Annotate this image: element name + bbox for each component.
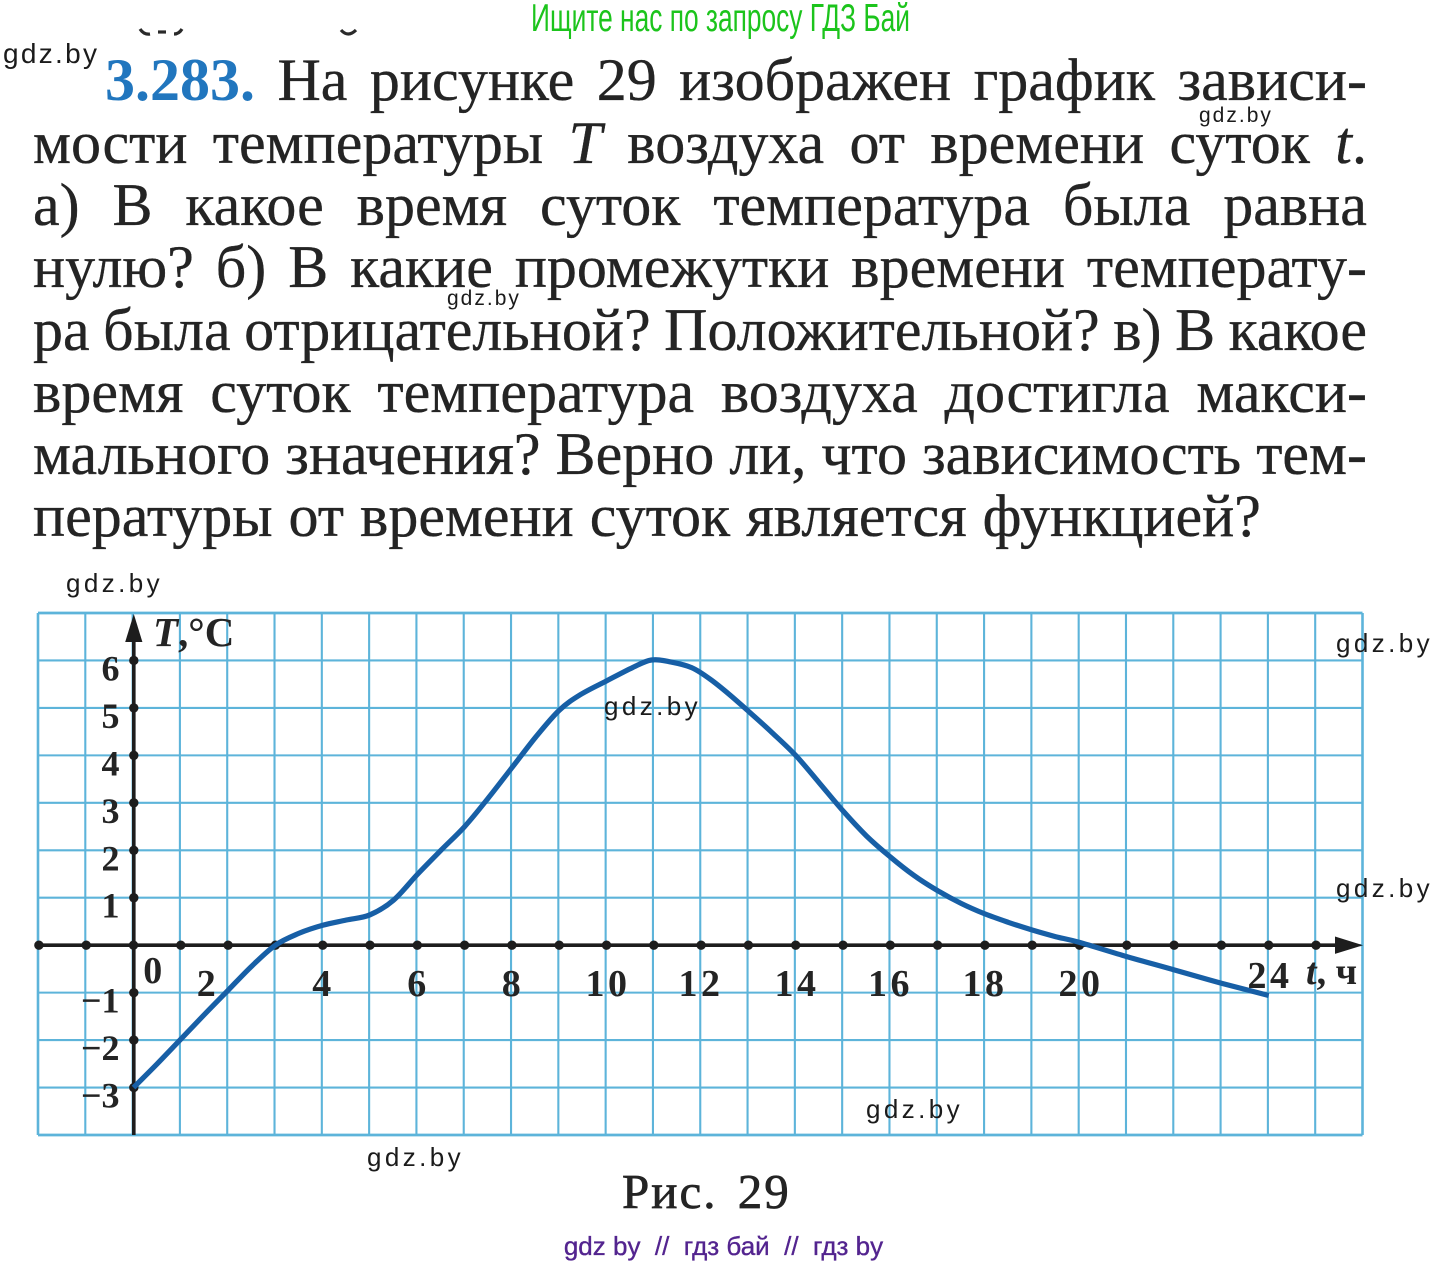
svg-text:T,°C: T,°C (153, 609, 234, 655)
svg-text:4: 4 (102, 743, 120, 783)
svg-text:4: 4 (312, 963, 335, 1005)
svg-text:14: 14 (775, 963, 820, 1005)
svg-text:2: 2 (102, 838, 120, 878)
svg-text:10: 10 (586, 963, 631, 1005)
svg-text:−2: −2 (81, 1028, 120, 1068)
svg-text:18: 18 (963, 963, 1008, 1005)
svg-text:0: 0 (143, 950, 166, 992)
svg-text:6: 6 (102, 649, 120, 689)
svg-text:20: 20 (1059, 963, 1104, 1005)
svg-text:8: 8 (502, 963, 525, 1005)
svg-text:t, ч: t, ч (1306, 951, 1357, 993)
svg-text:16: 16 (868, 963, 913, 1005)
svg-text:6: 6 (407, 963, 430, 1005)
svg-text:24: 24 (1248, 955, 1293, 997)
svg-text:2: 2 (197, 963, 220, 1005)
svg-text:5: 5 (102, 696, 120, 736)
svg-text:3: 3 (102, 791, 120, 831)
svg-text:−3: −3 (81, 1076, 120, 1116)
svg-text:−1: −1 (81, 981, 120, 1021)
svg-text:12: 12 (679, 963, 724, 1005)
svg-text:1: 1 (102, 886, 120, 926)
